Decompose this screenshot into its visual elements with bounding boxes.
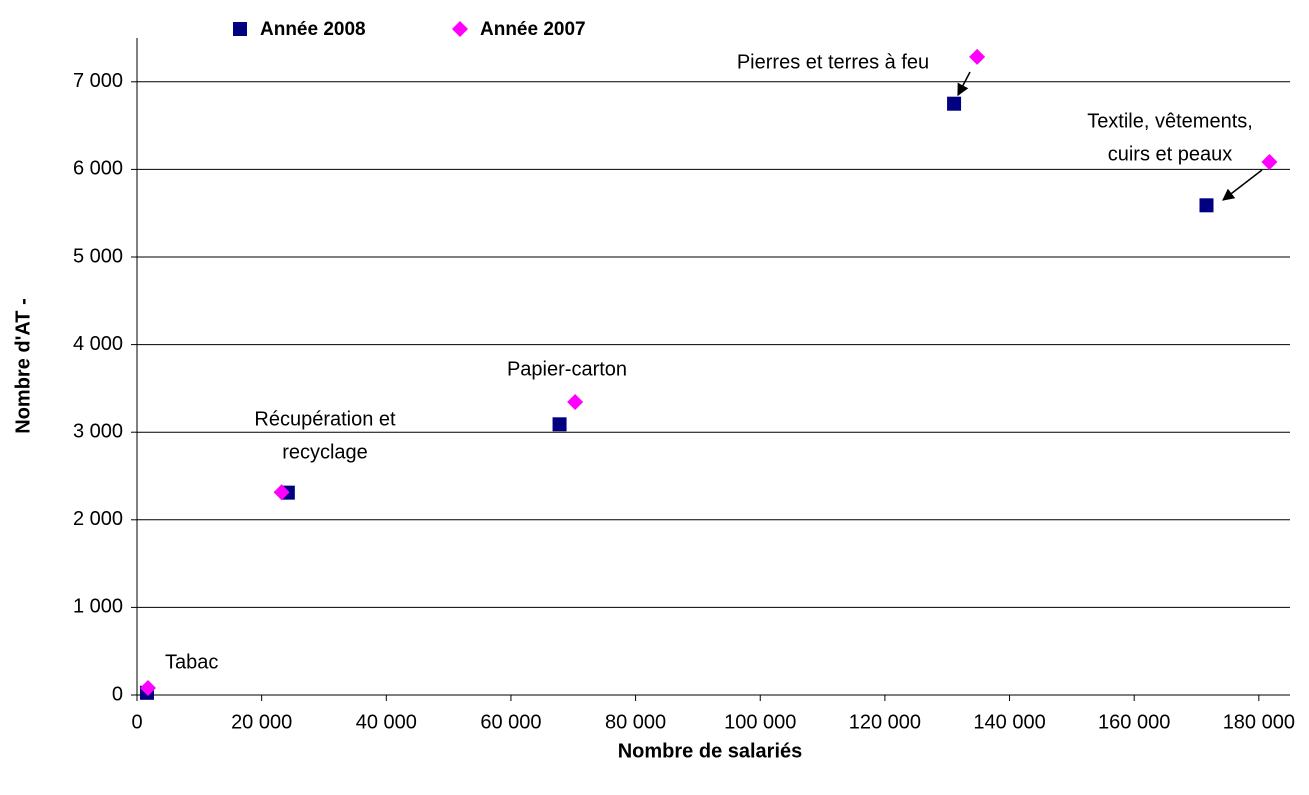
y-tick-label: 3 000 (73, 420, 123, 442)
marker (567, 393, 584, 410)
y-tick-label: 0 (112, 683, 123, 705)
marker (273, 484, 290, 501)
annotation: cuirs et peaux (1108, 143, 1233, 165)
x-tick-label: 180 000 (1223, 711, 1295, 733)
marker (552, 417, 567, 432)
marker (1199, 198, 1214, 213)
annotation: Pierres et terres à feu (737, 51, 929, 73)
annotation: Récupération et (254, 408, 396, 430)
annotation: recyclage (282, 441, 368, 463)
x-tick-label: 100 000 (724, 711, 796, 733)
annotation: Papier-carton (507, 358, 627, 380)
marker (1261, 153, 1278, 170)
x-tick-label: 20 000 (231, 711, 292, 733)
y-tick-label: 5 000 (73, 245, 123, 267)
y-tick-label: 1 000 (73, 596, 123, 618)
x-axis-label: Nombre de salariés (618, 740, 803, 762)
legend-label: Année 2008 (260, 19, 366, 40)
x-tick-label: 160 000 (1098, 711, 1170, 733)
arrow (957, 71, 971, 97)
annotation: Tabac (165, 651, 218, 673)
arrow (1222, 169, 1263, 201)
y-axis-label: Nombre d'AT - (12, 298, 34, 434)
y-tick-label: 4 000 (73, 333, 123, 355)
annotation: Textile, vêtements, (1087, 110, 1253, 132)
legend-label: Année 2007 (480, 19, 586, 40)
marker (969, 48, 986, 65)
marker (139, 679, 156, 696)
y-tick-label: 6 000 (73, 158, 123, 180)
x-tick-label: 140 000 (973, 711, 1045, 733)
y-tick-label: 2 000 (73, 508, 123, 530)
x-tick-label: 80 000 (605, 711, 666, 733)
x-tick-label: 60 000 (480, 711, 541, 733)
x-tick-label: 120 000 (849, 711, 921, 733)
x-tick-label: 0 (131, 711, 142, 733)
y-tick-label: 7 000 (73, 70, 123, 92)
x-tick-label: 40 000 (356, 711, 417, 733)
legend-marker (452, 21, 468, 37)
marker (947, 96, 962, 111)
legend-marker (233, 22, 247, 36)
